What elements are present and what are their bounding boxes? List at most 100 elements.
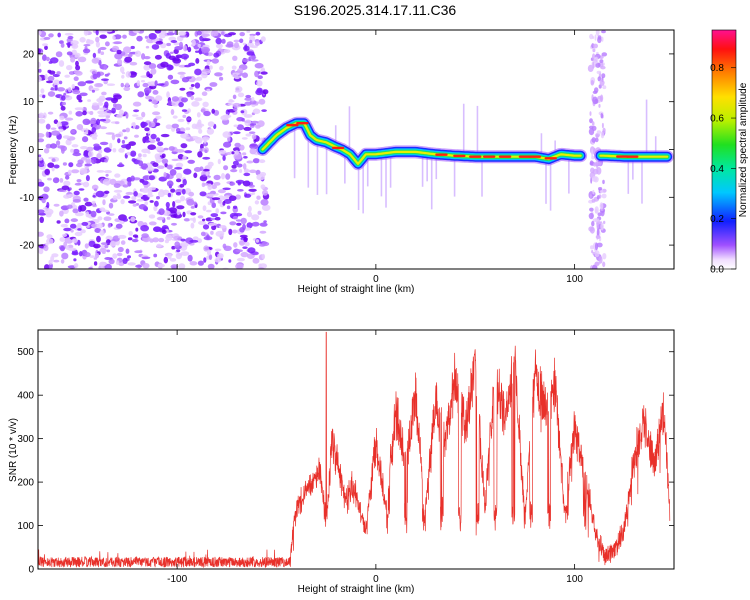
- noise-blob: [85, 127, 89, 135]
- noise-blob: [171, 266, 176, 269]
- noise-blob: [65, 175, 70, 180]
- noise-blob: [206, 59, 211, 66]
- noise-blob: [57, 145, 66, 149]
- noise-blob: [104, 73, 109, 77]
- noise-blob: [158, 33, 166, 39]
- noise-blob: [56, 71, 61, 75]
- noise-blob: [231, 151, 235, 155]
- noise-blob: [60, 42, 65, 48]
- noise-blob: [232, 55, 238, 61]
- noise-blob: [82, 106, 87, 113]
- noise-blob: [121, 144, 130, 149]
- noise-blob: [176, 131, 186, 134]
- noise-blob: [122, 34, 127, 39]
- noise-blob: [180, 251, 190, 256]
- noise-blob: [248, 188, 257, 192]
- noise-blob: [171, 158, 179, 162]
- noise-blob: [116, 193, 121, 196]
- noise-blob: [228, 259, 232, 263]
- snr-axes: -100 0 100 0 100 200 300 400 500: [17, 330, 674, 585]
- noise-blob: [131, 195, 137, 201]
- noise-blob: [163, 171, 167, 178]
- streak-blob: [599, 79, 605, 86]
- noise-blob: [171, 222, 177, 226]
- noise-blob: [84, 163, 93, 167]
- noise-blob: [96, 118, 101, 126]
- noise-blob: [219, 76, 224, 81]
- noise-blob: [99, 261, 107, 266]
- noise-blob: [185, 76, 192, 80]
- noise-blob: [101, 78, 109, 81]
- noise-blob: [48, 61, 53, 64]
- noise-blob: [148, 63, 157, 70]
- noise-blob: [256, 173, 266, 181]
- noise-blob: [121, 71, 126, 75]
- noise-blob: [170, 99, 180, 107]
- noise-blob: [123, 136, 128, 140]
- noise-blob: [46, 80, 53, 84]
- noise-blob: [47, 75, 55, 82]
- noise-blob: [77, 81, 87, 87]
- streak-blob: [601, 52, 608, 57]
- noise-blob: [180, 143, 188, 149]
- noise-blob: [220, 211, 227, 215]
- noise-blob: [168, 146, 175, 151]
- noise-blob: [177, 71, 186, 75]
- noise-blob: [165, 201, 170, 208]
- noise-blob: [196, 76, 203, 81]
- noise-blob: [172, 115, 178, 119]
- noise-blob: [246, 30, 251, 33]
- streak-blob: [602, 179, 605, 185]
- streak-blob: [592, 43, 599, 49]
- noise-blob: [128, 53, 133, 58]
- noise-blob: [181, 109, 188, 112]
- noise-blob: [48, 259, 53, 265]
- noise-blob: [185, 127, 191, 131]
- noise-blob: [47, 162, 55, 168]
- noise-blob: [174, 167, 183, 170]
- noise-blob: [190, 95, 194, 101]
- noise-blob: [251, 134, 257, 140]
- noise-blob: [98, 107, 107, 111]
- noise-blob: [70, 56, 76, 63]
- noise-blob: [256, 80, 263, 87]
- noise-blob: [72, 199, 81, 203]
- noise-blob: [235, 194, 242, 200]
- noise-blob: [205, 171, 209, 176]
- noise-blob: [66, 51, 73, 56]
- noise-blob: [98, 114, 106, 118]
- noise-blob: [127, 255, 131, 259]
- noise-blob: [128, 141, 136, 147]
- noise-blob: [75, 111, 83, 117]
- streak-blob: [598, 187, 603, 191]
- noise-blob: [140, 225, 150, 232]
- noise-blob: [113, 34, 122, 40]
- noise-blob: [231, 164, 237, 169]
- noise-blob: [194, 137, 203, 144]
- noise-blob: [203, 30, 211, 35]
- noise-blob: [91, 157, 97, 165]
- noise-blob: [104, 158, 108, 163]
- noise-blob: [38, 61, 41, 68]
- noise-blob: [65, 245, 70, 250]
- streak-blob: [592, 61, 595, 69]
- noise-blob: [236, 257, 245, 262]
- streak-blob: [595, 137, 599, 143]
- noise-blob: [246, 211, 253, 218]
- noise-blob: [82, 136, 89, 143]
- noise-blob: [65, 117, 74, 121]
- noise-blob: [166, 91, 170, 98]
- noise-blob: [47, 91, 56, 97]
- noise-blob: [249, 55, 257, 60]
- noise-blob: [254, 200, 260, 205]
- noise-blob: [221, 31, 225, 36]
- noise-blob: [86, 38, 91, 44]
- noise-blob: [136, 80, 141, 87]
- noise-blob: [152, 111, 161, 116]
- streak-blob: [591, 250, 594, 254]
- noise-blob: [97, 110, 106, 115]
- noise-blob: [81, 221, 89, 226]
- noise-blob: [233, 42, 240, 49]
- noise-blob: [141, 187, 150, 193]
- noise-blob: [180, 238, 186, 242]
